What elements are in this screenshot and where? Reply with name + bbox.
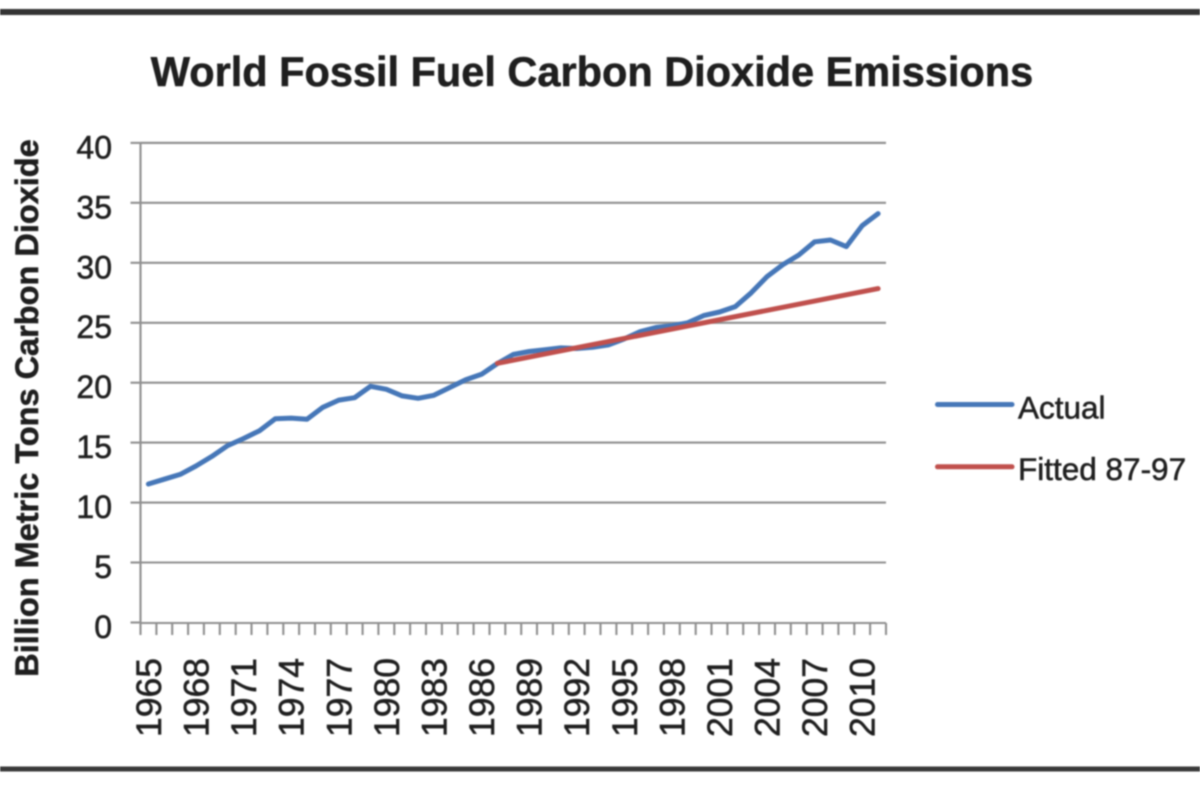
- svg-text:1986: 1986: [462, 658, 502, 737]
- svg-text:1983: 1983: [414, 658, 454, 737]
- svg-text:1968: 1968: [177, 658, 217, 737]
- svg-text:25: 25: [76, 309, 112, 345]
- svg-text:35: 35: [76, 189, 112, 225]
- svg-text:2001: 2001: [700, 658, 740, 737]
- svg-text:1965: 1965: [129, 658, 169, 737]
- svg-text:Fitted 87-97: Fitted 87-97: [1018, 451, 1186, 487]
- svg-text:1995: 1995: [605, 658, 645, 737]
- svg-text:1980: 1980: [367, 658, 407, 737]
- svg-text:Billion Metric Tons Carbon Dio: Billion Metric Tons Carbon Dioxide: [9, 139, 45, 677]
- svg-text:2010: 2010: [843, 658, 883, 737]
- svg-text:20: 20: [76, 369, 112, 405]
- svg-text:40: 40: [76, 129, 112, 165]
- svg-text:1989: 1989: [510, 658, 550, 737]
- svg-text:5: 5: [94, 549, 112, 585]
- svg-text:15: 15: [76, 429, 112, 465]
- svg-text:2004: 2004: [748, 658, 788, 737]
- svg-text:World Fossil Fuel Carbon Dioxi: World Fossil Fuel Carbon Dioxide Emissio…: [151, 48, 1033, 95]
- svg-text:0: 0: [94, 609, 112, 645]
- svg-text:30: 30: [76, 249, 112, 285]
- svg-text:10: 10: [76, 489, 112, 525]
- svg-text:1992: 1992: [557, 658, 597, 737]
- svg-text:1971: 1971: [224, 658, 264, 737]
- svg-text:Actual: Actual: [1018, 390, 1106, 426]
- svg-text:1977: 1977: [319, 658, 359, 737]
- svg-text:1974: 1974: [272, 658, 312, 737]
- svg-text:1998: 1998: [652, 658, 692, 737]
- svg-text:2007: 2007: [795, 658, 835, 737]
